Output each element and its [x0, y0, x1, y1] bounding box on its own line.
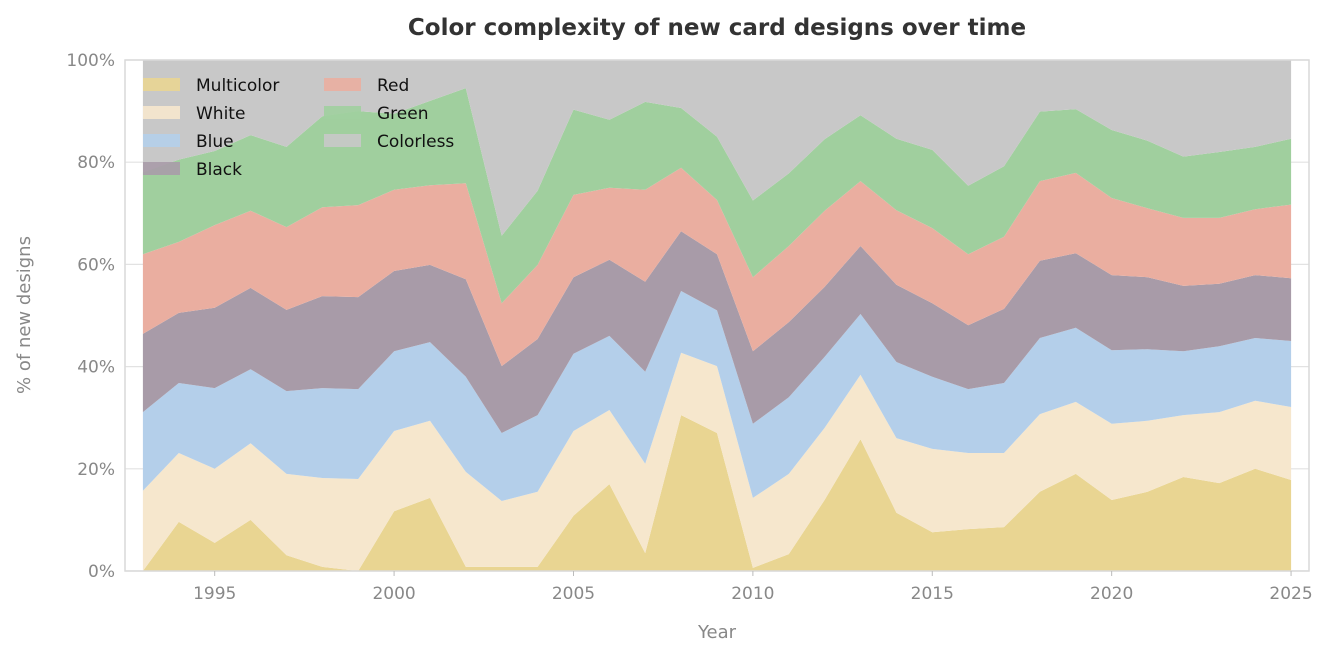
legend-item-green: Green [324, 104, 428, 124]
legend-label: Colorless [377, 132, 454, 152]
area-colorless [142, 60, 1292, 236]
y-tick-label: 20% [77, 460, 115, 480]
x-tick-label: 2010 [731, 584, 774, 604]
y-tick-label: 60% [77, 255, 115, 275]
legend-item-white: White [143, 104, 245, 124]
chart-title: Color complexity of new card designs ove… [408, 15, 1026, 41]
legend-item-blue: Blue [143, 132, 234, 152]
x-tick-label: 2025 [1269, 584, 1312, 604]
x-axis-label: Year [697, 622, 737, 643]
legend-swatch [324, 78, 361, 91]
legend-swatch [143, 78, 180, 91]
x-tick-label: 2005 [552, 584, 595, 604]
x-tick-label: 1995 [193, 584, 236, 604]
y-axis-ticks: 0% 20% 40% 60% 80% 100% [66, 51, 115, 582]
legend-swatch [143, 162, 180, 175]
x-tick-label: 2000 [372, 584, 415, 604]
area-blue [142, 291, 1292, 501]
x-tick-label: 2015 [911, 584, 954, 604]
legend-label: Red [377, 76, 409, 96]
area-green [142, 88, 1292, 304]
legend-item-red: Red [324, 76, 409, 96]
legend-swatch [324, 134, 361, 147]
plot-frame [124, 59, 1310, 572]
legend-label: White [196, 104, 245, 124]
legend-label: Black [196, 160, 242, 180]
legend-swatch [143, 106, 180, 119]
legend: Multicolor White Blue Black Red Green Colorles… [143, 76, 454, 180]
area-multicolor [142, 415, 1292, 571]
legend-item-black: Black [143, 160, 242, 180]
area-red [142, 167, 1292, 367]
y-axis-label: % of new designs [14, 236, 35, 394]
area-black [142, 231, 1292, 433]
legend-label: Green [377, 104, 428, 124]
legend-label: Blue [196, 132, 234, 152]
legend-label: Multicolor [196, 76, 279, 96]
y-tick-label: 100% [66, 51, 115, 71]
area-white [142, 352, 1292, 571]
area-layers [142, 60, 1292, 571]
legend-item-multicolor: Multicolor [143, 76, 279, 96]
legend-item-colorless: Colorless [324, 132, 454, 152]
legend-swatch [143, 134, 180, 147]
y-tick-label: 80% [77, 153, 115, 173]
x-tick-label: 2020 [1090, 584, 1133, 604]
y-tick-label: 40% [77, 358, 115, 378]
y-tick-label: 0% [88, 562, 115, 582]
legend-swatch [324, 106, 361, 119]
x-axis-ticks: 1995 2000 2005 2010 2015 2020 2025 [193, 571, 1313, 604]
